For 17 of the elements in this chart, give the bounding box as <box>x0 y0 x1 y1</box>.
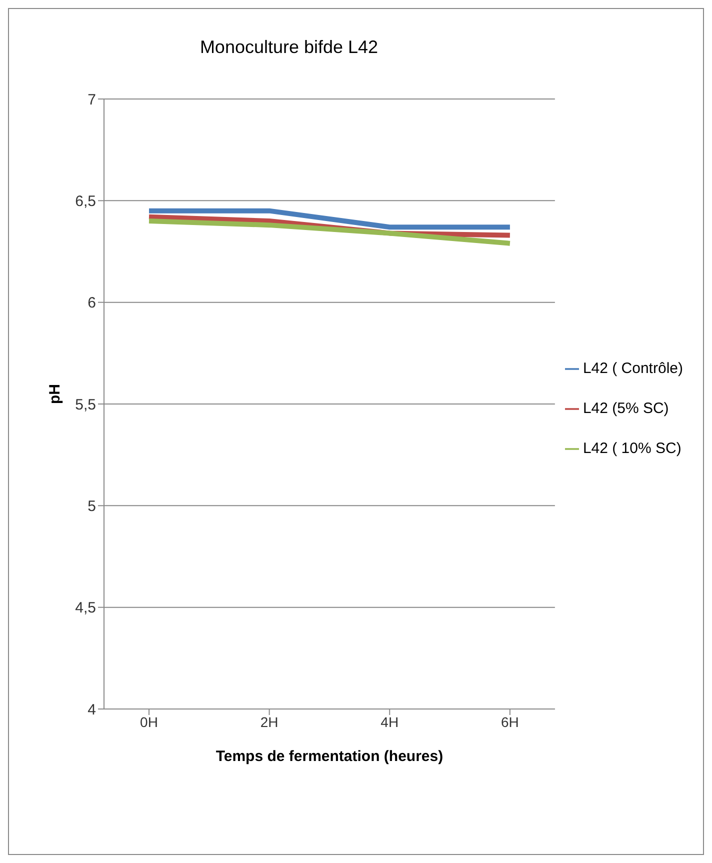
y-axis-title: pH <box>46 384 64 404</box>
legend-label: L42 ( 10% SC) <box>582 440 682 457</box>
y-tick-label: 4,5 <box>75 600 96 617</box>
x-tick-label: 2H <box>260 714 278 730</box>
y-tick-label: 4 <box>88 701 96 718</box>
y-tick-label: 5 <box>88 498 96 515</box>
x-axis-title: Temps de fermentation (heures) <box>216 748 444 765</box>
y-tick-label: 6,5 <box>75 192 96 210</box>
y-tick-label: 5,5 <box>75 396 96 414</box>
y-tick-label: 7 <box>88 91 96 108</box>
x-tick-label: 0H <box>140 714 158 730</box>
chart-title: Monoculture bifde L42 <box>198 37 380 58</box>
x-tick-label: 4H <box>380 714 399 730</box>
legend-label: L42 ( Contrôle) <box>582 360 683 377</box>
x-tick-label: 6H <box>500 714 519 730</box>
y-tick-label: 6 <box>88 294 96 312</box>
legend-label: L42 (5% SC) <box>582 400 669 417</box>
